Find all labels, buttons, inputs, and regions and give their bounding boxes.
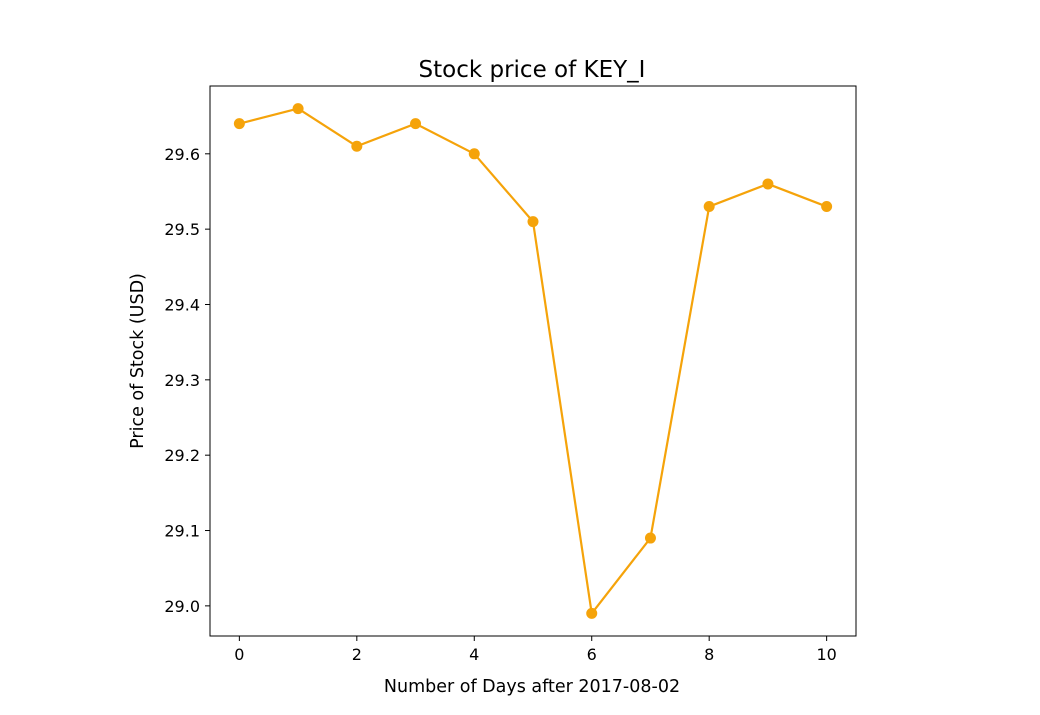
- data-point: [410, 118, 422, 130]
- data-point: [233, 118, 245, 130]
- data-point: [644, 532, 656, 544]
- y-tick-label: 29.2: [164, 446, 200, 465]
- data-point: [821, 201, 833, 213]
- chart-title: Stock price of KEY_I: [419, 57, 646, 83]
- y-tick-label: 29.0: [164, 597, 200, 616]
- y-axis: 29.0 29.1 29.2 29.3 29.4 29.5 29.6: [164, 145, 210, 616]
- y-tick-label: 29.5: [164, 220, 200, 239]
- y-tick-label: 29.6: [164, 145, 200, 164]
- x-tick-label: 0: [234, 645, 244, 664]
- data-point: [468, 148, 480, 160]
- y-axis-label: Price of Stock (USD): [128, 273, 148, 449]
- data-point: [586, 607, 598, 619]
- x-tick-label: 8: [704, 645, 714, 664]
- x-tick-label: 10: [816, 645, 836, 664]
- data-point: [292, 103, 304, 115]
- x-axis-label: Number of Days after 2017-08-02: [384, 677, 680, 697]
- x-tick-label: 2: [352, 645, 362, 664]
- data-point: [351, 140, 363, 152]
- x-tick-label: 6: [587, 645, 597, 664]
- y-tick-label: 29.1: [164, 522, 200, 541]
- y-tick-label: 29.4: [164, 295, 200, 314]
- y-tick-label: 29.3: [164, 371, 200, 390]
- plot-area: [209, 85, 857, 637]
- x-tick-label: 4: [469, 645, 479, 664]
- data-point: [527, 216, 539, 228]
- x-axis: 0 2 4 6 8 10: [234, 636, 837, 664]
- data-point: [703, 201, 715, 213]
- data-point: [762, 178, 774, 190]
- series-layer: [233, 103, 833, 619]
